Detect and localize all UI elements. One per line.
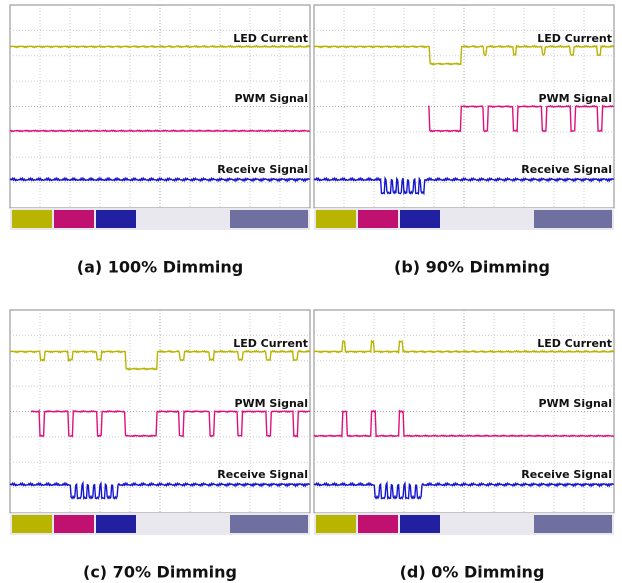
caption: (c) 70% Dimming bbox=[83, 563, 237, 582]
trace-label: Receive Signal bbox=[217, 163, 308, 176]
trace-label: LED Current bbox=[537, 337, 612, 350]
trace-label: Receive Signal bbox=[521, 468, 612, 481]
ch2-box bbox=[54, 210, 94, 228]
timebase-box bbox=[230, 515, 308, 533]
receive-signal-trace bbox=[313, 175, 614, 196]
pwm-signal-trace bbox=[313, 409, 615, 439]
receive-signal-trace bbox=[9, 176, 310, 183]
led-current-trace bbox=[9, 44, 311, 49]
ch1-box bbox=[316, 210, 356, 228]
trace-label: Receive Signal bbox=[521, 163, 612, 176]
ch1-box bbox=[12, 515, 52, 533]
pwm-signal-trace bbox=[9, 129, 311, 133]
caption: (d) 0% Dimming bbox=[400, 563, 545, 582]
trace-label: PWM Signal bbox=[538, 397, 612, 410]
pwm-signal-trace bbox=[30, 409, 311, 438]
ch1-box bbox=[316, 515, 356, 533]
scope-panel: LED Current PWM Signal Receive Signal (b) 9… bbox=[313, 4, 615, 277]
ch2-box bbox=[358, 515, 398, 533]
trace-label: LED Current bbox=[537, 32, 612, 45]
caption: (a) 100% Dimming bbox=[77, 258, 243, 277]
ch3-box bbox=[96, 515, 136, 533]
receive-signal-trace bbox=[9, 480, 310, 501]
timebase-box bbox=[534, 515, 612, 533]
ch1-box bbox=[12, 210, 52, 228]
trace-label: PWM Signal bbox=[538, 92, 612, 105]
timebase-box bbox=[534, 210, 612, 228]
ch2-box bbox=[358, 210, 398, 228]
scope-panel: LED Current PWM Signal Receive Signal (d) 0… bbox=[313, 309, 615, 582]
scope-panel: LED Current PWM Signal Receive Signal (a) 1… bbox=[9, 4, 311, 277]
ch3-box bbox=[400, 515, 440, 533]
led-current-trace bbox=[313, 339, 615, 355]
trace-label: LED Current bbox=[233, 337, 308, 350]
trace-label: LED Current bbox=[233, 32, 308, 45]
ch3-box bbox=[400, 210, 440, 228]
pwm-signal-trace bbox=[427, 104, 614, 133]
caption: (b) 90% Dimming bbox=[394, 258, 550, 277]
ch3-box bbox=[96, 210, 136, 228]
ch2-box bbox=[54, 515, 94, 533]
trace-label: Receive Signal bbox=[217, 468, 308, 481]
timebase-box bbox=[230, 210, 308, 228]
trace-label: PWM Signal bbox=[234, 92, 308, 105]
led-current-trace bbox=[9, 349, 311, 371]
led-current-trace bbox=[313, 44, 615, 66]
receive-signal-trace bbox=[313, 480, 614, 501]
trace-label: PWM Signal bbox=[234, 397, 308, 410]
scope-panel: LED Current PWM Signal Receive Signal (c) 7… bbox=[9, 309, 311, 582]
